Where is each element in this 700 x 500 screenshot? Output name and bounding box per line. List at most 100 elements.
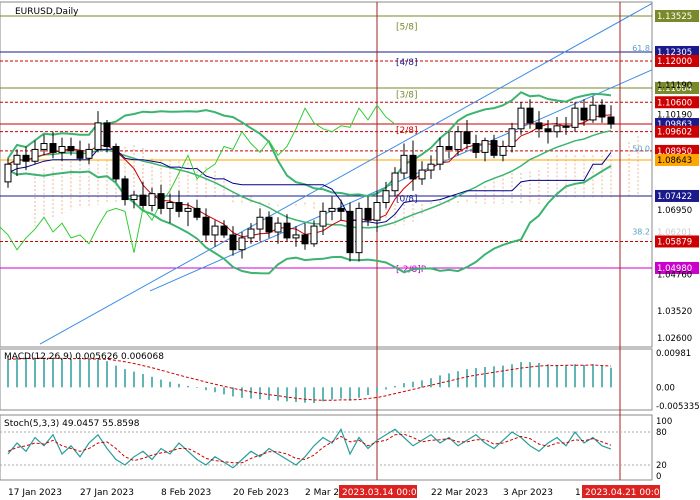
bollinger-middle [7, 129, 612, 229]
candle-body [40, 143, 48, 150]
candle-body [229, 234, 237, 251]
candle-body [436, 145, 444, 165]
time-tick: 17 Jan 2023 [8, 488, 62, 498]
stoch-main-line [7, 427, 612, 469]
price-badge [655, 189, 699, 202]
price-tick: 1.10190 [657, 110, 692, 120]
candle-body [427, 163, 435, 171]
time-tick: 2 Mar 2023 [305, 488, 356, 498]
panel-backgrounds [0, 1, 653, 481]
price-tick: 1.10600 [657, 98, 692, 108]
candle-body [184, 207, 192, 212]
candle-body [373, 202, 381, 221]
candle-body [211, 225, 219, 236]
candle-body [247, 228, 255, 239]
stoch-panel [0, 427, 652, 469]
time-tick: 1 [575, 488, 581, 498]
price-badge [655, 153, 699, 166]
stoch-signal-line [7, 433, 612, 464]
price-tick: 1.13525 [657, 12, 692, 22]
murrey-label: [2/8] [396, 126, 418, 136]
time-tick: 22 Mar 2023 [431, 488, 488, 498]
candle-body [499, 145, 507, 156]
murrey-label: [3/8] [396, 91, 418, 101]
candle-body [400, 154, 408, 174]
candle-body [346, 210, 354, 254]
candle-body [94, 122, 102, 150]
candle-body [292, 234, 300, 239]
candle-body [13, 154, 21, 165]
candle-body [310, 225, 318, 245]
time-marker-badge [582, 485, 660, 498]
murrey-label: [0/8] [396, 195, 418, 205]
stoch-tick: 0 [656, 472, 661, 482]
chikou-line [0, 104, 396, 253]
candle-body [544, 128, 552, 133]
candle-body [112, 145, 120, 180]
candle-body [526, 107, 534, 124]
price-badge [655, 235, 699, 248]
candle-body [256, 216, 264, 230]
time-tick: 27 Jan 2023 [80, 488, 134, 498]
candle-body [175, 202, 183, 212]
price-badge [655, 125, 699, 138]
candles [4, 96, 615, 262]
candle-body [508, 128, 516, 147]
candle-body [472, 143, 480, 153]
time-axis: 17 Jan 2023 27 Jan 2023 8 Feb 2023 20 Feb 2… [8, 485, 666, 498]
candle-body [166, 202, 174, 209]
candle-body [454, 131, 462, 150]
stoch-tick: 80 [656, 428, 667, 438]
price-tick: 1.07422 [657, 192, 692, 202]
vertical-markers [376, 2, 621, 480]
candle-body [562, 125, 570, 128]
candle-body [58, 145, 66, 153]
candle-body [517, 107, 525, 130]
price-badge [655, 10, 699, 23]
murrey-label: [5/8] [396, 23, 418, 33]
murrey-label: [4/8] [396, 58, 418, 68]
candle-body [238, 237, 246, 251]
candle-body [148, 193, 156, 206]
macd-tick: 0.00981 [656, 349, 691, 359]
candle-body [49, 143, 57, 153]
price-tick: 1.06201 [657, 228, 692, 238]
candle-body [67, 145, 75, 152]
candle-body [274, 222, 282, 233]
price-tick: 1.12305 [657, 48, 692, 58]
candle-body [76, 150, 84, 159]
candle-body [355, 207, 363, 254]
candle-body [265, 216, 273, 233]
candle-body [445, 145, 453, 150]
candle-body [463, 131, 471, 145]
candle-body [580, 107, 588, 121]
stoch-title: Stoch(5,3,3) 49.0457 55.8598 [4, 419, 140, 429]
price-badge [655, 81, 699, 94]
price-tick: 1.11190 [657, 81, 692, 91]
candle-body [535, 122, 543, 130]
price-badge [655, 54, 699, 67]
candle-body [589, 104, 597, 121]
fib-label: 61.8 [632, 44, 650, 53]
candle-body [328, 207, 336, 212]
candle-body [337, 207, 345, 212]
time-tick: 20 Feb 2023 [233, 488, 289, 498]
price-tick: 1.08950 [657, 147, 692, 157]
price-tick: 1.08643 [657, 156, 692, 166]
candle-body [193, 207, 201, 218]
bollinger-lower [7, 165, 612, 275]
candle-body [607, 116, 615, 125]
price-tick: 1.09863 [657, 120, 692, 130]
time-marker-label: 2023.04.21 00:00 [585, 488, 666, 498]
main-panel-frame [0, 1, 653, 348]
candle-body [481, 140, 489, 153]
candle-body [418, 169, 426, 180]
macd-tick: 0.00 [656, 383, 675, 393]
price-badge [655, 144, 699, 157]
candle-body [391, 172, 399, 192]
stoch-tick: 100 [656, 417, 672, 427]
candle-body [157, 193, 165, 209]
fib-label: 50.0 [632, 144, 650, 153]
